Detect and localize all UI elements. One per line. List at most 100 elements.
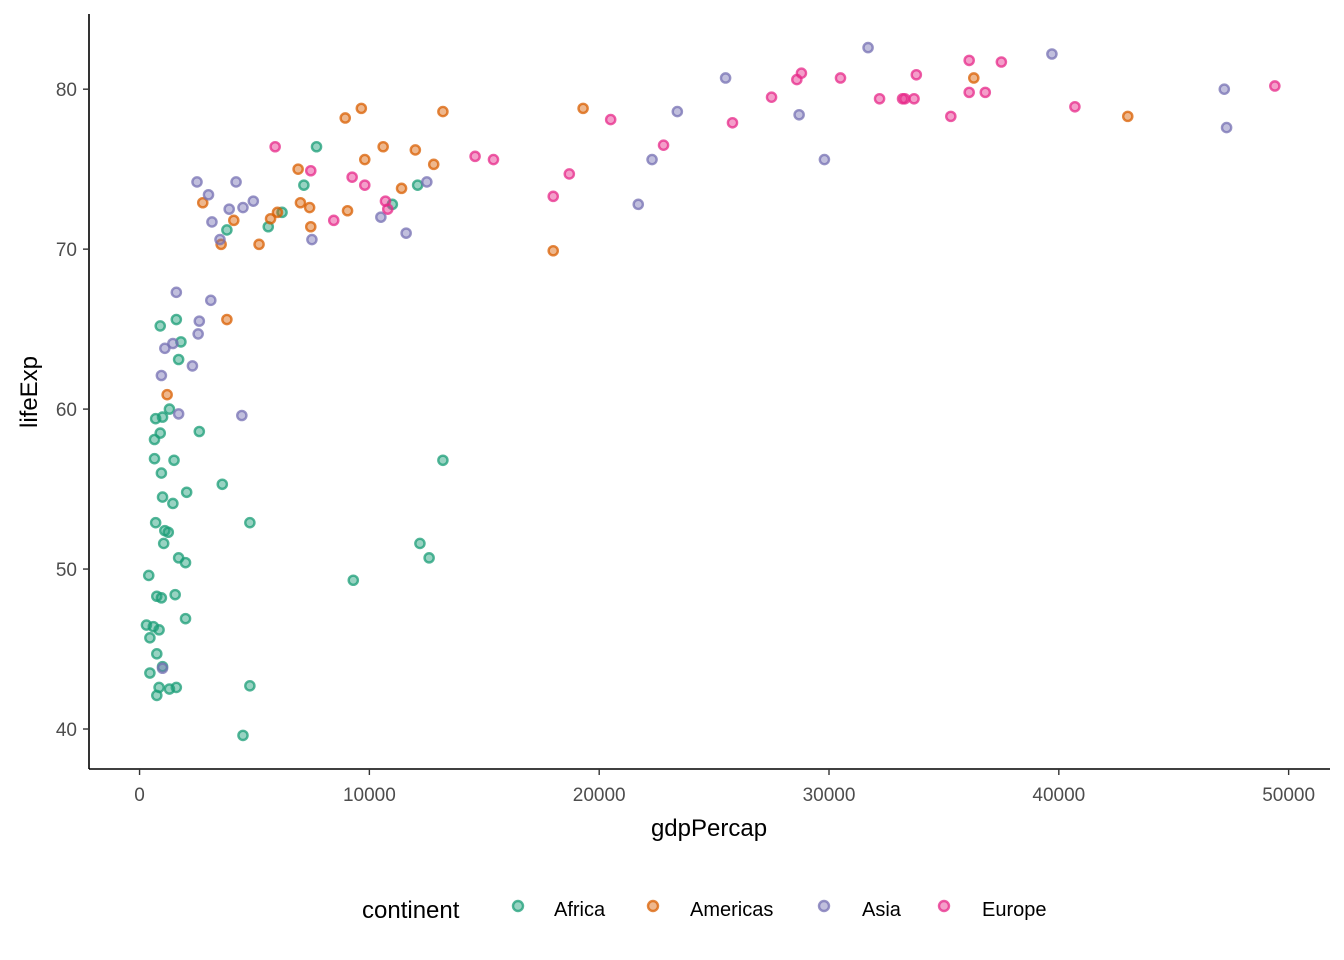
data-point-asia xyxy=(862,41,874,54)
data-point-africa xyxy=(155,592,168,604)
y-tick-label: 70 xyxy=(56,240,77,261)
data-point-asia xyxy=(159,342,171,355)
data-point-europe xyxy=(657,139,670,151)
data-point-europe xyxy=(381,203,394,215)
data-points xyxy=(140,41,1281,742)
data-point-africa xyxy=(414,537,426,550)
data-point-europe xyxy=(945,110,957,123)
data-point-americas xyxy=(292,163,304,175)
data-point-asia xyxy=(306,233,318,246)
data-point-asia xyxy=(156,662,169,675)
data-point-asia xyxy=(186,360,199,372)
data-point-americas xyxy=(227,214,240,227)
data-point-africa xyxy=(167,497,179,510)
data-point-asia xyxy=(671,105,684,118)
data-point-europe xyxy=(469,150,481,163)
data-point-europe xyxy=(1069,100,1081,113)
data-point-africa xyxy=(162,526,175,539)
data-point-americas xyxy=(355,102,368,115)
data-point-asia xyxy=(167,337,179,350)
y-tick-label: 40 xyxy=(56,720,77,741)
data-point-africa xyxy=(411,179,424,191)
data-point-americas xyxy=(577,102,589,115)
data-point-africa xyxy=(170,681,183,694)
data-point-asia xyxy=(1046,48,1058,60)
data-point-africa xyxy=(179,612,192,625)
data-point-africa xyxy=(193,425,206,438)
data-point-asia xyxy=(1218,83,1231,95)
legend-label-asia: Asia xyxy=(862,899,902,921)
data-point-africa xyxy=(244,516,256,529)
data-point-europe xyxy=(563,168,576,180)
data-point-europe xyxy=(899,92,911,105)
data-point-africa xyxy=(347,574,360,587)
data-point-asia xyxy=(421,176,433,188)
y-tick-label: 60 xyxy=(56,400,77,421)
data-point-africa xyxy=(221,224,233,236)
data-point-asia xyxy=(193,315,206,327)
x-axis-title: gdpPercap xyxy=(651,815,767,842)
data-point-americas xyxy=(377,140,389,153)
data-point-americas xyxy=(271,206,284,219)
data-point-africa xyxy=(169,588,181,601)
data-point-europe xyxy=(963,54,975,67)
data-point-asia xyxy=(632,198,645,211)
data-point-americas xyxy=(437,105,449,118)
x-tick-label: 10000 xyxy=(343,785,396,806)
data-point-europe xyxy=(834,72,847,84)
data-point-asia xyxy=(719,72,732,84)
data-point-europe xyxy=(979,86,992,99)
data-point-africa xyxy=(150,648,163,660)
data-point-asia xyxy=(1220,121,1233,134)
x-axis-ticks: 0 10000 20000 30000 40000 50000 xyxy=(134,769,1315,806)
data-point-americas xyxy=(304,220,317,233)
data-point-europe xyxy=(873,92,886,105)
legend-title: continent xyxy=(362,897,460,924)
data-point-asia xyxy=(818,153,831,166)
legend-key-europe xyxy=(937,899,951,913)
data-point-asia xyxy=(230,176,242,188)
data-point-africa xyxy=(170,313,183,326)
x-tick-label: 0 xyxy=(134,785,145,806)
data-point-africa xyxy=(155,467,168,479)
data-point-europe xyxy=(547,190,560,203)
data-point-asia xyxy=(204,294,217,307)
legend-label-americas: Americas xyxy=(690,899,773,921)
x-tick-label: 20000 xyxy=(573,785,626,806)
y-axis-ticks: 40 50 60 70 80 xyxy=(56,80,89,741)
y-axis-title: lifeExp xyxy=(16,356,43,428)
data-point-europe xyxy=(910,68,923,81)
data-point-europe xyxy=(269,140,281,153)
data-point-americas xyxy=(196,196,209,209)
data-point-asia xyxy=(400,227,412,239)
data-point-europe xyxy=(346,171,358,183)
data-point-asia xyxy=(192,328,204,340)
legend-key-americas xyxy=(646,899,660,913)
data-point-africa xyxy=(142,569,155,582)
x-tick-label: 30000 xyxy=(803,785,856,806)
data-point-africa xyxy=(148,452,161,465)
data-point-africa xyxy=(153,624,165,636)
data-point-americas xyxy=(253,238,265,251)
data-point-europe xyxy=(908,92,920,105)
data-point-asia xyxy=(236,409,248,422)
data-point-asia xyxy=(237,201,249,214)
data-point-africa xyxy=(148,433,161,446)
data-point-americas xyxy=(161,388,173,401)
x-tick-label: 40000 xyxy=(1032,785,1085,806)
data-point-americas xyxy=(358,153,371,166)
data-point-americas xyxy=(341,204,354,217)
data-point-americas xyxy=(967,72,980,84)
data-point-africa xyxy=(179,556,192,569)
legend-key-asia xyxy=(817,899,831,913)
data-point-africa xyxy=(144,632,156,644)
x-tick-label: 50000 xyxy=(1262,785,1315,806)
data-point-africa xyxy=(437,454,449,467)
data-point-americas xyxy=(409,144,422,156)
data-point-europe xyxy=(726,116,739,129)
y-tick-label: 80 xyxy=(56,80,77,101)
data-point-asia xyxy=(191,176,203,188)
y-tick-label: 50 xyxy=(56,560,77,581)
data-point-americas xyxy=(294,196,307,209)
